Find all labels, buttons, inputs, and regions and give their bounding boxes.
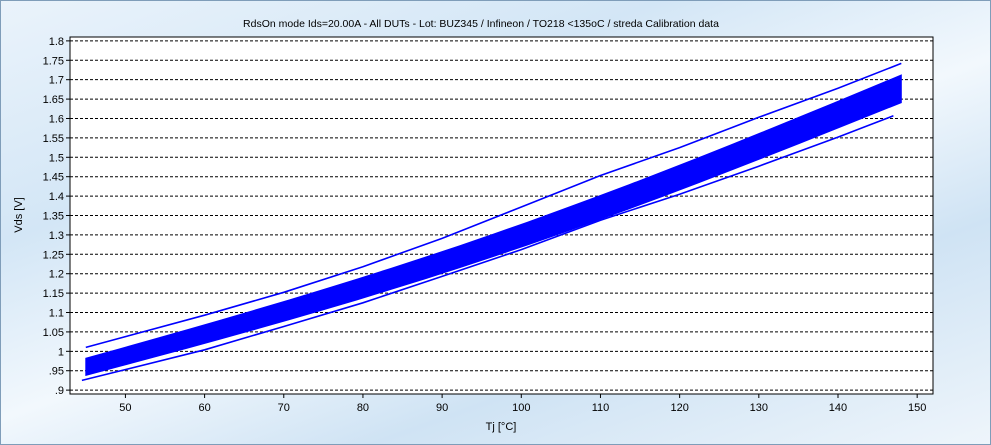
x-tick-label: 90: [436, 402, 448, 414]
y-tick-label: 1.4: [49, 191, 64, 203]
y-tick-label: .95: [49, 366, 64, 378]
y-tick-label: 1.65: [43, 94, 64, 106]
x-tick-label: 150: [908, 402, 926, 414]
y-tick-label: 1.05: [43, 327, 64, 339]
y-tick-label: 1.55: [43, 133, 64, 145]
y-tick-label: .9: [55, 385, 64, 397]
chart-title: RdsOn mode Ids=20.00A - All DUTs - Lot: …: [243, 18, 719, 30]
data-envelope-line-1: [85, 62, 902, 349]
grid-lines: [70, 40, 933, 391]
y-tick-label: 1.35: [43, 211, 64, 223]
data-series: [81, 62, 902, 382]
x-tick-label: 140: [829, 402, 847, 414]
y-tick-label: 1.5: [49, 152, 64, 164]
y-tick-label: 1.25: [43, 249, 64, 261]
y-tick-label: 1.2: [49, 269, 64, 281]
x-tick-label: 80: [357, 402, 369, 414]
y-tick-label: 1.7: [49, 75, 64, 87]
x-tick-label: 60: [198, 402, 210, 414]
y-axis-title: Vds [V]: [13, 197, 25, 232]
y-tick-label: 1.75: [43, 55, 64, 67]
y-tick-label: 1.1: [49, 308, 64, 320]
y-tick-label: 1.15: [43, 288, 64, 300]
y-tick-label: 1.6: [49, 113, 64, 125]
x-tick-label: 70: [278, 402, 290, 414]
x-tick-label: 50: [119, 402, 131, 414]
axis-ticks: .9 .95 1 1.05 1.1 1.15 1.2 1.25 1.3 1.35 1.4 1.45 1.…: [43, 36, 927, 414]
y-tick-label: 1.45: [43, 172, 64, 184]
y-tick-label: 1.8: [49, 36, 64, 48]
data-envelope-line-2: [81, 115, 894, 382]
y-tick-label: 1: [58, 346, 64, 358]
y-tick-label: 1.3: [49, 230, 64, 242]
x-tick-label: 100: [512, 402, 530, 414]
x-tick-label: 120: [670, 402, 688, 414]
x-tick-label: 130: [750, 402, 768, 414]
x-tick-label: 110: [592, 402, 610, 414]
x-axis-title: Tj [°C]: [486, 421, 517, 433]
data-band-series: [85, 74, 902, 377]
